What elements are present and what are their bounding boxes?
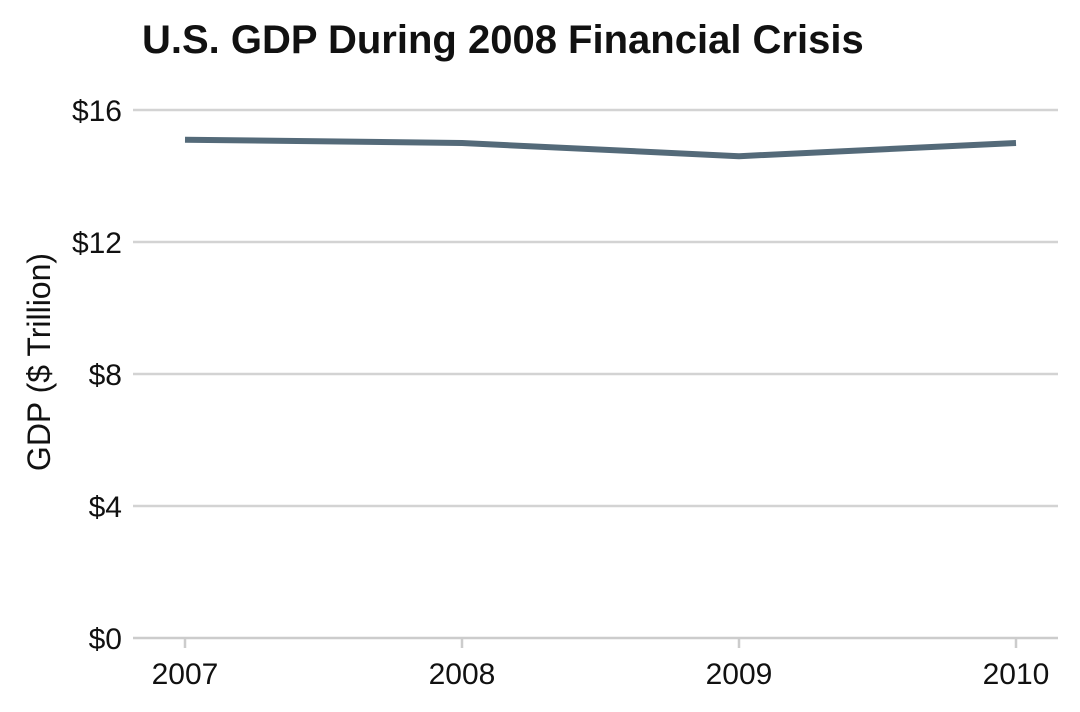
gridlines bbox=[133, 108, 1058, 508]
y-tick-label: $0 bbox=[89, 623, 122, 656]
x-axis-tick-labels: 2007 2008 2009 2010 bbox=[152, 658, 1050, 691]
series-layer bbox=[184, 136, 1017, 160]
x-tick-label: 2007 bbox=[152, 658, 219, 691]
x-tick-label: 2008 bbox=[429, 658, 496, 691]
x-tick-label: 2009 bbox=[706, 658, 773, 691]
series-line bbox=[184, 136, 1017, 160]
y-tick-label: $4 bbox=[89, 491, 122, 524]
chart-title: U.S. GDP During 2008 Financial Crisis bbox=[142, 18, 864, 62]
y-tick-label: $12 bbox=[72, 227, 122, 260]
y-tick-label: $8 bbox=[89, 359, 122, 392]
y-axis-tick-labels: $0 $4 $8 $12 $16 bbox=[72, 95, 122, 656]
y-tick-label: $16 bbox=[72, 95, 122, 128]
y-axis-title: GDP ($ Trillion) bbox=[21, 253, 57, 471]
x-tick-label: 2010 bbox=[983, 658, 1050, 691]
x-axis bbox=[133, 636, 1058, 648]
